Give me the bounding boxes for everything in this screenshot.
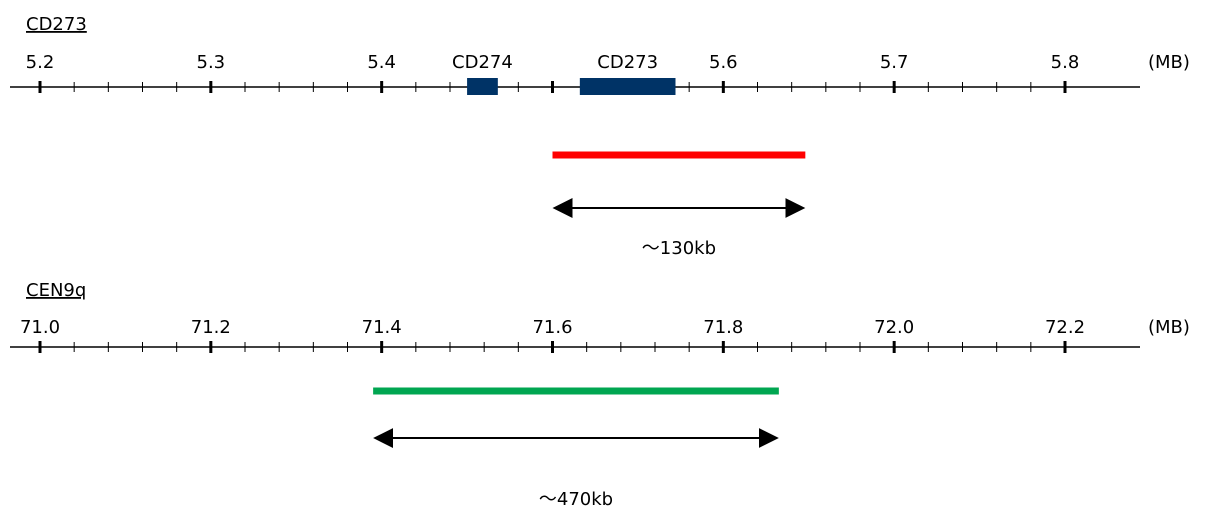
panel-title: CEN9q (26, 280, 86, 301)
span-length-label: ～130kb (642, 238, 716, 259)
tick-label: 5.4 (367, 52, 396, 73)
tick-label: 5.3 (197, 52, 226, 73)
tick-label: 71.0 (20, 317, 60, 338)
gene-block-cd274 (467, 78, 498, 95)
gene-label: CD273 (597, 52, 658, 73)
panel-title: CD273 (26, 14, 87, 35)
tick-label: 5.2 (26, 52, 55, 73)
tick-label: 71.8 (703, 317, 743, 338)
axis-unit-label: (MB) (1148, 317, 1190, 338)
span-length-label: ～470kb (539, 489, 613, 510)
tick-label: 71.6 (532, 317, 572, 338)
panel-cd273: CD273 5.2 5.3 5.4 5.6 5.7 5.8 (MB) CD274 CD273 ～13… (10, 14, 1190, 259)
tick-label: 71.2 (191, 317, 231, 338)
tick-label: 5.8 (1051, 52, 1080, 73)
tick-label: 5.7 (880, 52, 909, 73)
gene-label: CD274 (452, 52, 513, 73)
panel-cen9q: CEN9q 71.0 71.2 71.4 71.6 71.8 72.0 72.2 (MB) ～47… (10, 280, 1190, 510)
tick-label: 72.2 (1045, 317, 1085, 338)
axis-unit-label: (MB) (1148, 52, 1190, 73)
tick-label: 72.0 (874, 317, 914, 338)
gene-block-cd273 (579, 78, 676, 95)
tick-label: 5.6 (709, 52, 738, 73)
tick-label: 71.4 (362, 317, 402, 338)
